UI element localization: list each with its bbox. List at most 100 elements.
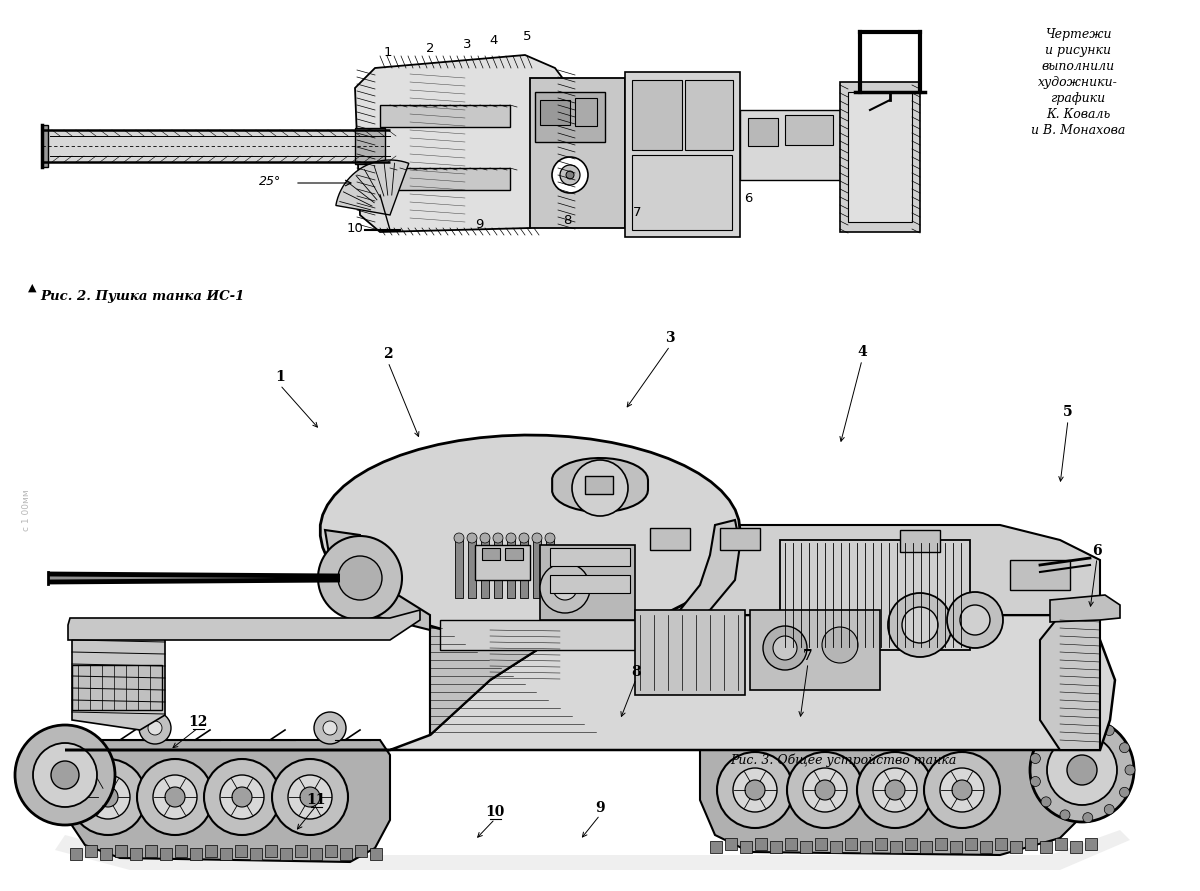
Circle shape bbox=[745, 780, 766, 800]
Text: 1: 1 bbox=[275, 370, 284, 384]
Circle shape bbox=[220, 775, 264, 819]
Bar bbox=[840, 82, 920, 232]
Circle shape bbox=[454, 533, 464, 543]
Bar bbox=[190, 848, 202, 860]
Circle shape bbox=[893, 721, 907, 735]
Bar bbox=[550, 548, 630, 566]
Polygon shape bbox=[410, 70, 470, 226]
Circle shape bbox=[139, 712, 172, 744]
Bar bbox=[475, 545, 530, 580]
Polygon shape bbox=[430, 615, 600, 735]
Bar bbox=[625, 72, 740, 237]
Bar bbox=[250, 848, 262, 860]
Circle shape bbox=[722, 721, 737, 735]
Circle shape bbox=[1104, 725, 1115, 735]
Polygon shape bbox=[700, 708, 1100, 855]
Bar bbox=[848, 92, 912, 222]
Circle shape bbox=[940, 768, 984, 812]
Circle shape bbox=[1082, 717, 1093, 727]
Circle shape bbox=[886, 780, 905, 800]
Circle shape bbox=[552, 157, 588, 193]
Circle shape bbox=[50, 761, 79, 789]
Text: Чертежи: Чертежи bbox=[1045, 28, 1111, 41]
Polygon shape bbox=[320, 435, 740, 639]
Bar bbox=[845, 838, 857, 850]
Bar bbox=[950, 841, 962, 853]
Circle shape bbox=[1060, 810, 1070, 820]
Bar bbox=[540, 100, 570, 125]
Bar bbox=[70, 848, 82, 860]
Bar bbox=[100, 848, 112, 860]
Polygon shape bbox=[336, 160, 409, 215]
Bar bbox=[355, 845, 367, 857]
Bar bbox=[72, 665, 162, 710]
Bar bbox=[860, 841, 872, 853]
Bar bbox=[295, 845, 307, 857]
Bar bbox=[380, 168, 510, 190]
Bar bbox=[632, 80, 682, 150]
Bar bbox=[780, 540, 970, 650]
Bar bbox=[995, 838, 1007, 850]
Bar bbox=[830, 841, 842, 853]
Circle shape bbox=[318, 536, 402, 620]
Circle shape bbox=[1120, 743, 1129, 753]
Bar bbox=[42, 130, 390, 162]
Bar bbox=[685, 80, 733, 150]
Bar bbox=[380, 105, 510, 127]
Circle shape bbox=[523, 721, 538, 735]
Polygon shape bbox=[355, 55, 575, 232]
Bar bbox=[280, 848, 292, 860]
Bar bbox=[1070, 841, 1082, 853]
Bar bbox=[755, 838, 767, 850]
Circle shape bbox=[300, 787, 320, 807]
Bar bbox=[635, 610, 745, 695]
Bar bbox=[800, 841, 812, 853]
Circle shape bbox=[506, 533, 516, 543]
Circle shape bbox=[520, 533, 529, 543]
Circle shape bbox=[86, 775, 130, 819]
Circle shape bbox=[714, 712, 746, 744]
Bar bbox=[508, 538, 515, 598]
Text: 12: 12 bbox=[188, 715, 208, 729]
Text: К. Коваль: К. Коваль bbox=[1046, 108, 1110, 121]
Polygon shape bbox=[55, 740, 390, 862]
Bar bbox=[1085, 838, 1097, 850]
Bar bbox=[370, 848, 382, 860]
Circle shape bbox=[137, 759, 214, 835]
Circle shape bbox=[1082, 813, 1093, 822]
Text: и рисунки: и рисунки bbox=[1045, 44, 1111, 57]
Circle shape bbox=[1120, 788, 1129, 797]
Circle shape bbox=[545, 533, 554, 543]
Polygon shape bbox=[72, 628, 166, 730]
Bar bbox=[130, 848, 142, 860]
Circle shape bbox=[733, 768, 778, 812]
Text: 7: 7 bbox=[632, 207, 641, 219]
Circle shape bbox=[560, 165, 580, 185]
Circle shape bbox=[1042, 797, 1051, 807]
Bar bbox=[750, 610, 880, 690]
Bar bbox=[546, 538, 554, 598]
Circle shape bbox=[572, 460, 628, 516]
Bar bbox=[533, 538, 541, 598]
Bar bbox=[235, 845, 247, 857]
Bar bbox=[505, 548, 523, 560]
Circle shape bbox=[815, 780, 835, 800]
Polygon shape bbox=[68, 610, 420, 640]
Bar bbox=[530, 78, 625, 228]
Bar bbox=[905, 838, 917, 850]
Bar bbox=[355, 128, 385, 164]
Text: 4: 4 bbox=[857, 345, 866, 359]
Bar bbox=[785, 838, 797, 850]
Text: 5: 5 bbox=[1063, 405, 1073, 419]
Circle shape bbox=[467, 533, 478, 543]
Circle shape bbox=[1067, 755, 1097, 785]
Text: 7: 7 bbox=[803, 649, 812, 663]
Bar bbox=[740, 841, 752, 853]
Bar bbox=[468, 538, 476, 598]
Circle shape bbox=[803, 768, 847, 812]
Circle shape bbox=[288, 775, 332, 819]
Circle shape bbox=[763, 626, 808, 670]
Text: Рис. 3. Общее устройство танка: Рис. 3. Общее устройство танка bbox=[730, 753, 956, 767]
Polygon shape bbox=[430, 525, 1100, 735]
Circle shape bbox=[540, 563, 590, 613]
